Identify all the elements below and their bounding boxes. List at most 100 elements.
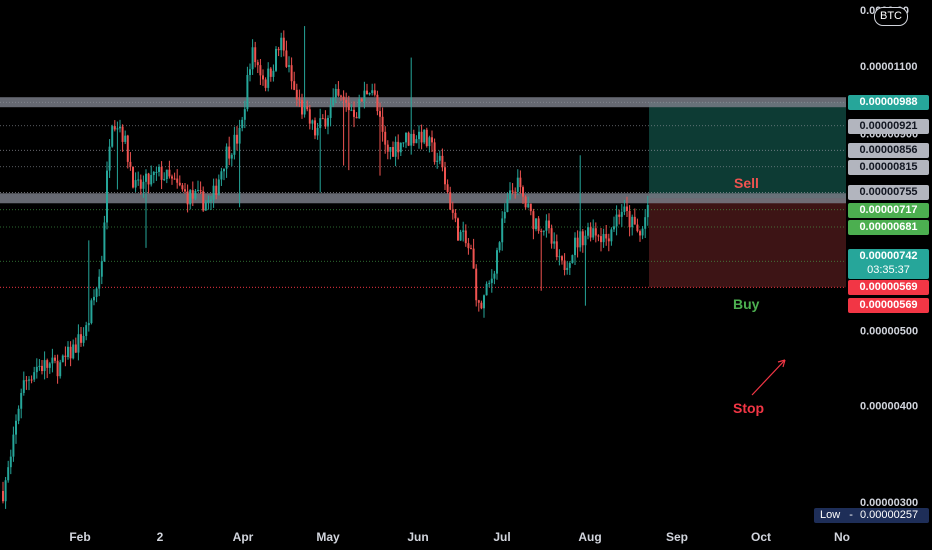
candle-117 [306,100,309,112]
candle-110 [288,56,290,73]
candle-85 [223,168,225,181]
candle-228 [594,222,597,243]
candle-76 [199,181,202,194]
candle-225 [587,222,589,240]
candle-62 [163,172,166,182]
stop-label: Stop [733,400,765,416]
candle-209 [545,214,548,238]
candle-195 [509,182,511,201]
candle-168 [438,150,441,165]
candle-21 [56,354,59,384]
candle-147 [384,126,387,154]
candle-27 [72,339,75,360]
candle-68 [178,175,181,187]
candle-93 [243,100,246,129]
candle-33 [87,240,90,332]
candle-206 [537,216,540,234]
candle-6 [17,405,20,425]
buy-zone-label: Buy [733,296,760,312]
candle-156 [407,131,410,147]
candle-215 [561,255,563,265]
candle-81 [212,178,215,208]
candle-77 [202,186,205,212]
candle-109 [285,40,288,68]
price-badge-2: 0.00000856 [848,143,929,159]
candle-174 [454,209,457,223]
price-badge-8: 0.00000569 [848,280,929,296]
candle-67 [176,169,179,189]
candle-122 [319,108,322,193]
candle-187 [488,280,491,288]
candle-49 [129,152,132,171]
candle-207 [540,228,543,291]
candle-153 [399,142,402,157]
candle-74 [194,189,197,201]
candle-24 [64,346,67,367]
candle-163 [425,127,428,148]
candle-248 [646,195,649,226]
candle-236 [615,205,618,236]
candle-167 [436,152,439,169]
candle-202 [527,196,530,209]
candle-132 [345,92,348,112]
candle-42 [111,124,114,148]
band-1 [0,193,846,204]
candle-246 [641,226,644,240]
candle-5 [15,414,17,444]
candle-22 [59,359,62,379]
candle-127 [332,88,335,108]
candle-204 [532,208,535,240]
candle-188 [490,269,493,293]
candle-78 [204,199,207,211]
candle-227 [592,219,595,240]
candle-89 [233,126,236,160]
level-lines [0,101,846,288]
candle-8 [22,371,25,396]
candle-11 [30,375,33,384]
candle-25 [67,341,69,360]
candle-143 [373,83,376,97]
candle-120 [314,117,316,140]
current-price-badge: 0.00000742 03:35:37 [848,249,929,279]
candle-65 [171,174,173,185]
x-label-8: Oct [751,530,771,544]
candle-12 [33,366,36,382]
price-badge-6: 0.00000681 [848,220,929,236]
candle-148 [386,140,389,160]
candle-80 [210,195,212,211]
candle-219 [571,254,574,264]
candle-224 [584,230,587,306]
candle-191 [498,241,501,253]
candle-114 [298,89,301,107]
candle-102 [267,62,270,92]
candle-94 [246,66,249,112]
candles [2,26,649,509]
candle-182 [475,264,478,307]
candle-57 [150,165,153,187]
x-label-4: Jun [407,530,428,544]
candle-100 [262,69,264,86]
candle-244 [636,218,639,233]
candle-55 [145,169,147,248]
candle-130 [340,94,342,101]
candle-108 [282,30,285,57]
candle-137 [358,94,361,119]
candle-239 [623,199,626,216]
candle-129 [337,81,340,97]
candle-91 [238,119,241,208]
candle-48 [126,134,129,169]
x-label-3: May [316,530,340,544]
candle-149 [389,146,392,160]
candle-234 [610,227,613,246]
candle-223 [581,229,584,253]
candle-106 [277,46,280,57]
candle-26 [69,341,72,367]
currency-pill[interactable]: BTC [874,7,908,26]
y-tick-label-4: 0.00000400 [860,401,918,413]
candle-7 [20,388,23,419]
candle-3 [9,449,12,475]
candle-29 [77,324,80,361]
candle-242 [631,214,634,236]
candle-125 [327,115,329,135]
